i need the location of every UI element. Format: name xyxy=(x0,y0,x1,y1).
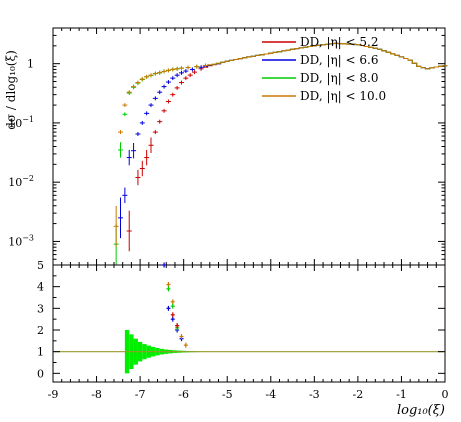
main-series-layer xyxy=(113,42,448,265)
series-1 xyxy=(118,42,448,239)
ratio-series-layer xyxy=(162,262,188,348)
ratio-y-tick-label: 3 xyxy=(37,302,44,315)
main-panel: 10−310−210−11 DD, |η| < 5.2DD, |η| < 6.6… xyxy=(4,27,448,266)
x-tick-label: -9 xyxy=(48,388,59,401)
ratio-y-tick-label: 0 xyxy=(37,367,44,380)
y-tick-label: 10−3 xyxy=(8,233,34,248)
ratio-series-3 xyxy=(170,312,180,329)
x-tick-label: -5 xyxy=(222,388,233,401)
series-2 xyxy=(113,42,448,265)
series-histogram xyxy=(203,42,448,70)
ratio-y-tick-label: 1 xyxy=(37,346,44,359)
x-tick-label: -8 xyxy=(91,388,102,401)
ratio-panel: -9 -8 -7 -6 -5 -4 -3 -2 -1 0 0 1 2 3 4 5 log₁₀(ξ) xyxy=(37,259,449,418)
x-tick-label: -6 xyxy=(178,388,189,401)
ratio-plot-frame xyxy=(52,264,446,383)
main-axis-ticks: 10−310−210−11 xyxy=(8,27,446,266)
ratio-y-tick-label: 5 xyxy=(37,259,44,272)
series-3 xyxy=(113,42,448,247)
legend-entry: DD, |η| < 8.0 xyxy=(300,71,379,85)
y-axis-label: dσ / dlog₁₀(ξ) xyxy=(4,50,18,130)
y-tick-label: 10−2 xyxy=(8,174,34,189)
x-tick-label: -7 xyxy=(135,388,146,401)
main-plot-frame xyxy=(52,27,446,266)
x-tick-label: -2 xyxy=(353,388,364,401)
x-tick-label: -4 xyxy=(265,388,276,401)
legend-entry: DD, |η| < 5.2 xyxy=(300,35,379,49)
x-axis-label: log₁₀(ξ) xyxy=(397,403,445,418)
legend-entry: DD, |η| < 10.0 xyxy=(300,89,386,103)
series-0 xyxy=(126,42,448,252)
x-tick-label: -1 xyxy=(396,388,407,401)
ratio-y-tick-label: 4 xyxy=(37,281,44,294)
ratio-y-tick-label: 2 xyxy=(37,324,44,337)
ratio-axis-ticks: -9 -8 -7 -6 -5 -4 -3 -2 -1 0 0 1 2 3 4 5 xyxy=(37,259,449,401)
x-tick-label: 0 xyxy=(442,388,449,401)
y-tick-label: 1 xyxy=(27,58,34,71)
ratio-series-1 xyxy=(166,282,188,348)
legend-entry: DD, |η| < 6.6 xyxy=(300,53,379,67)
legend: DD, |η| < 5.2 DD, |η| < 6.6 DD, |η| < 8.0 D… xyxy=(262,35,386,103)
x-tick-label: -3 xyxy=(309,388,320,401)
